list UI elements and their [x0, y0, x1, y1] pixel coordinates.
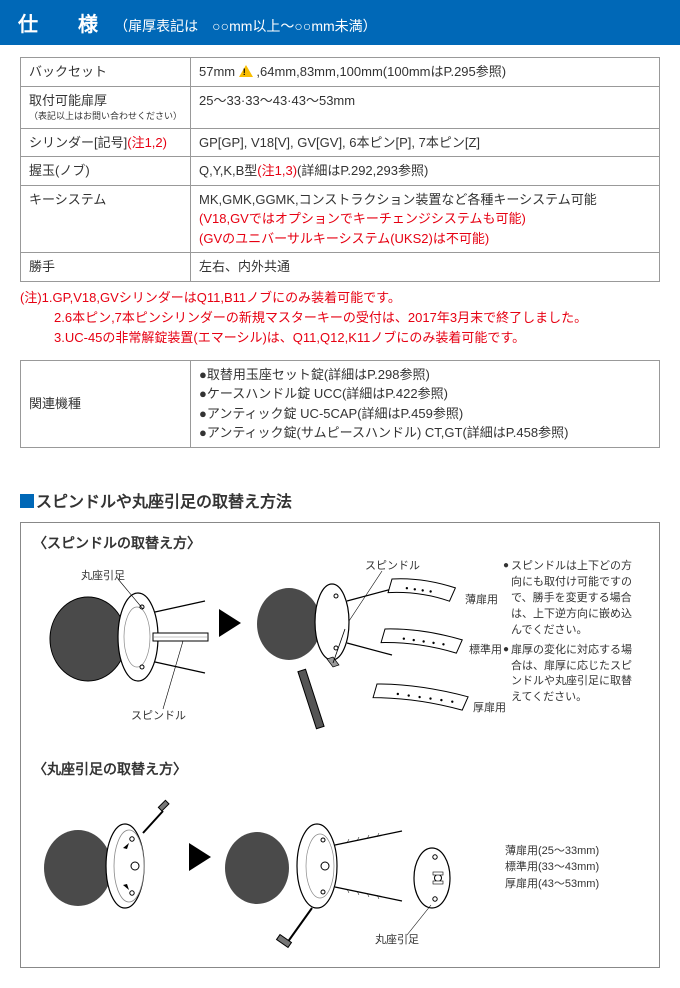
table-row: バックセット 57mm ,64mm,83mm,100mm(100mmはP.295…	[21, 58, 660, 87]
spec-label: シリンダー[記号](注1,2)	[21, 128, 191, 157]
diagram-row-1: 丸座引足 スピンドル	[33, 559, 647, 759]
square-bullet-icon	[20, 494, 34, 508]
spec-value: Q,Y,K,B型(注1,3)(詳細はP.292,293参照)	[191, 157, 660, 186]
bullet-dot-icon: ●	[503, 643, 509, 707]
size-thin: 薄扉用(25～33mm)	[505, 843, 599, 860]
bullet-dot-icon: ●	[503, 559, 509, 639]
spec-table: バックセット 57mm ,64mm,83mm,100mm(100mmはP.295…	[20, 57, 660, 282]
spec-notes: (注)1.GP,V18,GVシリンダーはQ11,B11ノブにのみ装着可能です。 …	[20, 288, 660, 348]
related-table: 関連機種 ●取替用玉座セット錠(詳細はP.298参照) ●ケースハンドル錠 UC…	[20, 360, 660, 448]
table-row: シリンダー[記号](注1,2) GP[GP], V18[V], GV[GV], …	[21, 128, 660, 157]
spec-value: GP[GP], V18[V], GV[GV], 6本ピン[P], 7本ピン[Z]	[191, 128, 660, 157]
sub-heading-maruza: 〈丸座引足の取替え方〉	[33, 759, 647, 779]
table-row: 取付可能扉厚 （表記以上はお問い合わせください） 25～33·33～43·43～…	[21, 86, 660, 128]
note-bullet: ● 扉厚の変化に対応する場合は、扉厚に応じたスピンドルや丸座引足に取替えてくださ…	[503, 643, 643, 707]
side-notes: ● スピンドルは上下どの方向にも取付け可能ですので、勝手を変更する場合は、上下逆…	[503, 559, 643, 710]
label-spindle2: スピンドル	[365, 557, 420, 573]
spec-label: 勝手	[21, 253, 191, 282]
figure-knob-left: 丸座引足 スピンドル	[33, 559, 213, 729]
diagram-row-2: 丸座引足 薄扉用(25～33mm) 標準用(33～43mm) 厚扉用(43～53…	[33, 793, 647, 953]
label-std: 標準用	[469, 641, 502, 657]
spec-label: 取付可能扉厚 （表記以上はお問い合わせください）	[21, 86, 191, 128]
size-list: 薄扉用(25～33mm) 標準用(33～43mm) 厚扉用(43～53mm)	[505, 843, 599, 893]
spec-value: 57mm ,64mm,83mm,100mm(100mmはP.295参照)	[191, 58, 660, 87]
label-spindle: スピンドル	[131, 707, 186, 723]
spec-label: 握玉(ノブ)	[21, 157, 191, 186]
header-main: 仕 様	[18, 14, 108, 36]
diagram-box: 〈スピンドルの取替え方〉	[20, 522, 660, 968]
rose-exploded-icon	[217, 793, 497, 953]
spec-value: 25～33·33～43·43～53mm	[191, 86, 660, 128]
figure-rose-right: 丸座引足	[217, 793, 497, 953]
rose-assembly-icon	[33, 793, 183, 943]
label-maruza: 丸座引足	[81, 567, 125, 583]
spec-value: MK,GMK,GGMK,コンストラクション装置など各種キーシステム可能 (V18…	[191, 185, 660, 253]
spec-value: 左右、内外共通	[191, 253, 660, 282]
spec-label: バックセット	[21, 58, 191, 87]
arrow-right-icon	[219, 609, 241, 637]
related-value: ●取替用玉座セット錠(詳細はP.298参照) ●ケースハンドル錠 UCC(詳細は…	[191, 360, 660, 447]
table-row: 勝手 左右、内外共通	[21, 253, 660, 282]
label-maruza2: 丸座引足	[375, 931, 419, 947]
arrow-right-icon	[189, 843, 211, 871]
section2-title: スピンドルや丸座引足の取替え方法	[20, 488, 660, 512]
knob-assembly-icon	[33, 559, 213, 729]
figure-rose-left	[33, 793, 183, 943]
label-thick: 厚扉用	[473, 699, 506, 715]
related-label: 関連機種	[21, 360, 191, 447]
table-row: 関連機種 ●取替用玉座セット錠(詳細はP.298参照) ●ケースハンドル錠 UC…	[21, 360, 660, 447]
note-bullet: ● スピンドルは上下どの方向にも取付け可能ですので、勝手を変更する場合は、上下逆…	[503, 559, 643, 639]
size-std: 標準用(33～43mm)	[505, 859, 599, 876]
spec-label: キーシステム	[21, 185, 191, 253]
table-row: キーシステム MK,GMK,GGMK,コンストラクション装置など各種キーシステム…	[21, 185, 660, 253]
size-thick: 厚扉用(43～53mm)	[505, 876, 599, 893]
label-thin: 薄扉用	[465, 591, 498, 607]
spec-header: 仕 様 （扉厚表記は ○○mm以上～○○mm未満）	[0, 0, 680, 45]
figure-knob-right: スピンドル 薄扉用 標準用 厚扉用	[247, 559, 497, 759]
header-sub: （扉厚表記は ○○mm以上～○○mm未満）	[114, 18, 376, 34]
sub-heading-spindle: 〈スピンドルの取替え方〉	[33, 533, 647, 553]
warning-icon	[239, 65, 253, 77]
table-row: 握玉(ノブ) Q,Y,K,B型(注1,3)(詳細はP.292,293参照)	[21, 157, 660, 186]
knob-exploded-icon	[247, 559, 497, 759]
